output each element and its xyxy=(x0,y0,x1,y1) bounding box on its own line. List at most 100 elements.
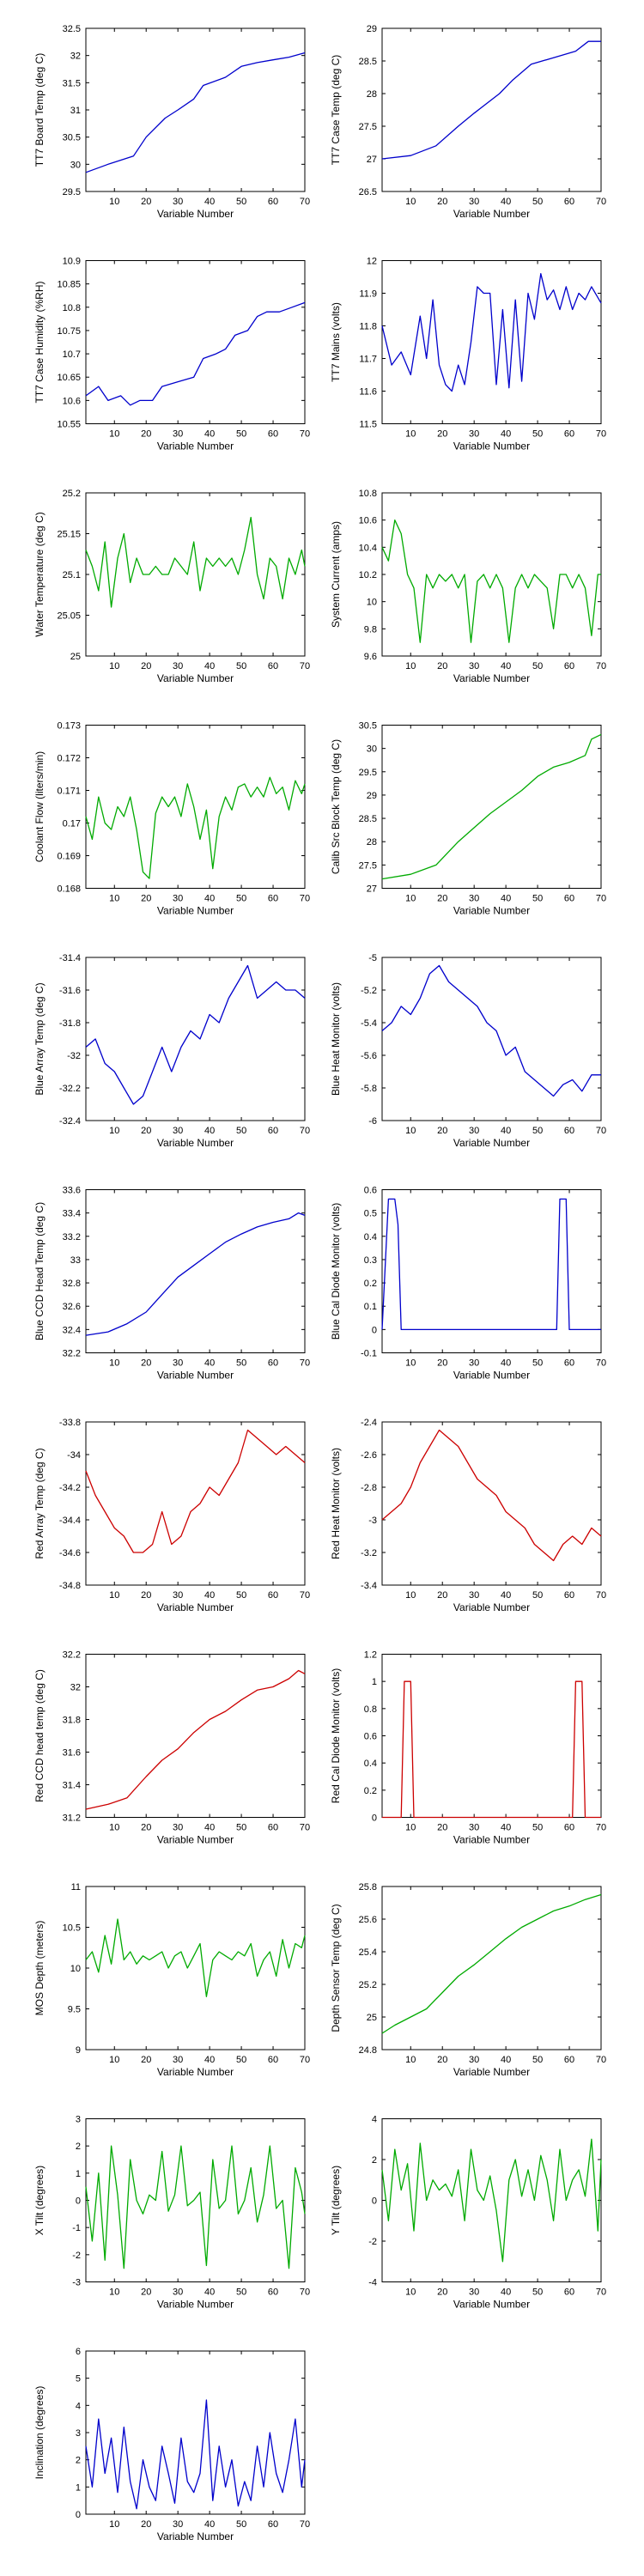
x-tick-label: 30 xyxy=(173,2519,183,2530)
y-axis-label: X Tilt (degrees) xyxy=(33,2166,46,2235)
x-tick-label: 30 xyxy=(469,1590,479,1601)
y-axis-label: TT7 Case Temp (deg C) xyxy=(330,55,342,166)
plot-frame xyxy=(381,1654,602,1818)
y-tick-label: 10.8 xyxy=(359,489,377,499)
x-tick-label: 10 xyxy=(405,1358,416,1369)
plot-frame xyxy=(85,2118,306,2282)
chart-panel: 32.2 32.4 32.6 32.8 33 33.2 33.4 33.6 10 20 30 40 50… xyxy=(33,1186,310,1382)
x-tick-label: 70 xyxy=(300,2287,310,2298)
series-line xyxy=(381,273,602,392)
x-tick-label: 30 xyxy=(173,661,183,671)
x-tick-label: 50 xyxy=(236,429,246,440)
x-axis-label: Variable Number xyxy=(453,1137,530,1149)
x-axis-label: Variable Number xyxy=(453,2299,530,2311)
series-line xyxy=(85,1918,306,1997)
y-tick-label: 10.75 xyxy=(57,326,81,337)
plot-frame xyxy=(85,725,306,889)
y-tick-label: 0 xyxy=(372,2196,377,2207)
x-tick-label: 10 xyxy=(109,1590,119,1601)
chart-panel: 9.6 9.8 10 10.2 10.4 10.6 10.8 10 20 30 40 50 60 70 Va… xyxy=(330,489,606,684)
x-tick-label: 60 xyxy=(268,1126,278,1136)
x-tick-label: 30 xyxy=(173,1126,183,1136)
chart-panel: 0 0.2 0.4 0.6 0.8 1 1.2 10 20 30 40 50 60 70 Variable … xyxy=(330,1650,606,1846)
x-tick-label: 60 xyxy=(268,661,278,671)
x-tick-label: 60 xyxy=(564,2055,574,2065)
y-tick-label: -31.8 xyxy=(59,1018,81,1029)
chart-panel: 25 25.05 25.1 25.15 25.2 10 20 30 40 50 60 70 Variab… xyxy=(33,489,310,684)
x-axis-label: Variable Number xyxy=(157,2299,234,2311)
x-tick-label: 70 xyxy=(300,1590,310,1601)
x-tick-label: 60 xyxy=(564,197,574,207)
x-tick-label: 40 xyxy=(204,1126,215,1136)
x-tick-label: 20 xyxy=(437,661,447,671)
y-tick-label: 32 xyxy=(70,52,81,62)
x-tick-label: 10 xyxy=(109,2287,119,2298)
y-tick-label: 32.6 xyxy=(63,1302,81,1312)
x-tick-label: 50 xyxy=(236,661,246,671)
x-tick-label: 60 xyxy=(268,2055,278,2065)
y-tick-label: 0.3 xyxy=(364,1255,377,1266)
y-tick-label: -3 xyxy=(368,1516,377,1526)
y-tick-label: 10.7 xyxy=(63,349,81,360)
x-tick-label: 60 xyxy=(268,2519,278,2530)
plot-frame xyxy=(85,957,306,1121)
x-tick-label: 30 xyxy=(469,1823,479,1833)
x-tick-label: 40 xyxy=(501,429,511,440)
y-tick-label: 32.8 xyxy=(63,1279,81,1289)
y-tick-label: 0.173 xyxy=(57,721,81,732)
x-tick-label: 40 xyxy=(204,429,215,440)
x-axis-label: Variable Number xyxy=(157,905,234,917)
y-tick-label: 30 xyxy=(70,160,81,170)
x-tick-label: 30 xyxy=(469,197,479,207)
x-tick-label: 10 xyxy=(405,1126,416,1136)
x-tick-label: 40 xyxy=(501,1126,511,1136)
x-tick-label: 70 xyxy=(300,197,310,207)
x-tick-label: 40 xyxy=(501,1358,511,1369)
y-tick-label: 29.5 xyxy=(63,187,81,197)
y-tick-label: 4 xyxy=(372,2115,377,2125)
plot-frame xyxy=(381,492,602,657)
x-axis-label: Variable Number xyxy=(157,1834,234,1846)
x-tick-label: 60 xyxy=(268,429,278,440)
plot-frame xyxy=(85,27,306,192)
plot-frame xyxy=(381,1421,602,1586)
y-tick-label: 25.15 xyxy=(57,530,81,540)
y-tick-label: 31 xyxy=(70,106,81,116)
x-tick-label: 60 xyxy=(268,197,278,207)
y-tick-label: 27 xyxy=(367,155,377,165)
y-tick-label: 1 xyxy=(76,2169,81,2179)
y-tick-label: 33.2 xyxy=(63,1232,81,1242)
x-axis-label: Variable Number xyxy=(453,905,530,917)
x-tick-label: 20 xyxy=(141,1590,151,1601)
x-tick-label: 30 xyxy=(173,1590,183,1601)
x-tick-label: 70 xyxy=(596,894,606,904)
y-tick-label: 0.2 xyxy=(364,1279,377,1289)
y-axis-label: Red Array Temp (deg C) xyxy=(33,1448,46,1558)
plot-frame xyxy=(381,27,602,192)
y-tick-label: 10.6 xyxy=(63,396,81,406)
x-tick-label: 40 xyxy=(204,1823,215,1833)
y-tick-label: 0.4 xyxy=(364,1759,377,1769)
y-axis-label: TT7 Case Humidity (%RH) xyxy=(33,281,46,403)
x-tick-label: 40 xyxy=(501,661,511,671)
y-tick-label: -34 xyxy=(67,1450,81,1461)
y-tick-label: 2 xyxy=(76,2456,81,2466)
y-axis-label: MOS Depth (meters) xyxy=(33,1921,46,2016)
y-tick-label: 32.2 xyxy=(63,1650,81,1661)
y-tick-label: 0.168 xyxy=(57,884,81,895)
plot-frame xyxy=(85,1421,306,1586)
y-tick-label: 11.5 xyxy=(359,420,377,430)
y-axis-label: Red Cal Diode Monitor (volts) xyxy=(330,1668,342,1803)
plot-frame xyxy=(85,492,306,657)
y-tick-label: 11.9 xyxy=(359,289,377,300)
plot-frame xyxy=(381,725,602,889)
x-tick-label: 70 xyxy=(300,2519,310,2530)
x-tick-label: 20 xyxy=(141,2519,151,2530)
y-tick-label: 0.4 xyxy=(364,1232,377,1242)
y-tick-label: -5.2 xyxy=(361,986,377,996)
x-tick-label: 30 xyxy=(469,2287,479,2298)
series-line xyxy=(85,964,306,1105)
y-tick-label: 31.5 xyxy=(63,78,81,88)
x-tick-label: 20 xyxy=(437,1823,447,1833)
x-tick-label: 10 xyxy=(109,894,119,904)
